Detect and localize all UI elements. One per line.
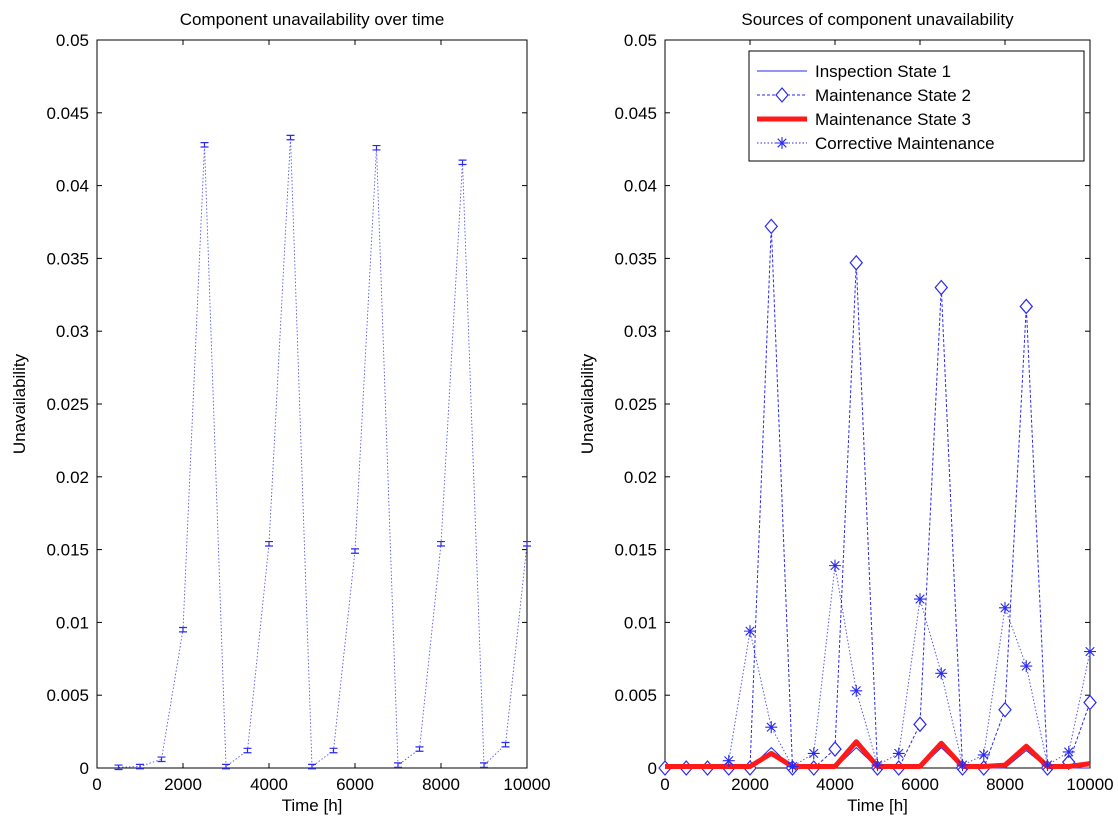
data-point-asterisk — [914, 593, 926, 606]
y-axis-label: Unavailability — [10, 353, 29, 454]
x-axis-label: Time [h] — [847, 796, 908, 815]
x-tick-label: 6000 — [336, 775, 374, 794]
x-tick-label: 8000 — [422, 775, 460, 794]
y-tick-label: 0.015 — [614, 541, 657, 560]
error-bar — [157, 756, 166, 763]
x-tick-label: 0 — [92, 775, 101, 794]
x-tick-label: 4000 — [816, 775, 854, 794]
error-bar — [458, 159, 467, 166]
data-point-asterisk — [1084, 645, 1096, 658]
legend-marker-diamond — [775, 87, 789, 103]
x-tick-label: 10000 — [1066, 775, 1113, 794]
x-tick-label: 4000 — [250, 775, 288, 794]
data-point-asterisk — [892, 747, 905, 760]
y-tick-label: 0.035 — [46, 249, 89, 268]
error-bar — [114, 764, 123, 771]
data-point-asterisk — [850, 684, 863, 697]
error-bar — [243, 747, 252, 754]
data-point-diamond — [913, 716, 927, 733]
data-point-asterisk — [999, 601, 1011, 614]
legend-label: Corrective Maintenance — [815, 134, 995, 153]
y-tick-label: 0.02 — [56, 468, 89, 487]
y-tick-label: 0.05 — [56, 31, 89, 50]
legend-label: Inspection State 1 — [815, 62, 951, 81]
error-bar — [394, 762, 402, 768]
data-point-diamond — [764, 218, 779, 235]
data-point-diamond — [934, 279, 949, 296]
y-tick-label: 0.025 — [614, 395, 657, 414]
legend-label: Maintenance State 3 — [815, 110, 971, 129]
error-bar — [480, 762, 488, 768]
y-tick-label: 0 — [648, 759, 657, 778]
y-tick-label: 0.015 — [46, 541, 89, 560]
error-bar — [329, 747, 338, 754]
data-point-asterisk — [956, 759, 969, 772]
error-bar — [351, 548, 359, 554]
data-point-asterisk — [722, 754, 735, 767]
left-chart-panel: 0 2000 4000 6000 8000 10000 0 0.005 0.01 0.015 0.0… — [10, 10, 551, 815]
data-point-asterisk — [1041, 759, 1054, 772]
data-point-asterisk — [1020, 660, 1033, 673]
x-tick-label: 0 — [660, 775, 669, 794]
error-bar — [200, 142, 209, 148]
data-point-asterisk — [807, 747, 820, 760]
x-tick-label: 2000 — [164, 775, 202, 794]
y-tick-label: 0.04 — [624, 177, 657, 196]
y-axis-label: Unavailability — [578, 353, 597, 454]
data-point-asterisk — [1062, 745, 1075, 758]
y-tick-label: 0.03 — [56, 322, 89, 341]
legend-marker-asterisk — [776, 137, 788, 149]
chart-title: Sources of component unavailability — [741, 10, 1014, 29]
data-point-asterisk — [977, 748, 990, 761]
error-bar — [308, 763, 316, 770]
x-axis-label: Time [h] — [282, 796, 343, 815]
data-point-diamond — [828, 741, 842, 757]
right-chart-panel: 0 2000 4000 6000 8000 10000 0 0.005 0.01 0.015 0.0… — [578, 10, 1114, 815]
x-tick-label: 2000 — [731, 775, 769, 794]
legend-label: Maintenance State 2 — [815, 86, 971, 105]
y-tick-label: 0.05 — [624, 31, 657, 50]
y-tick-label: 0.045 — [614, 104, 657, 123]
data-point-diamond — [998, 701, 1012, 718]
y-tick-label: 0.035 — [614, 249, 657, 268]
data-point-asterisk — [786, 760, 799, 773]
error-bar — [136, 763, 144, 770]
y-tick-label: 0.005 — [46, 686, 89, 705]
data-point-asterisk — [744, 625, 756, 638]
error-bar — [265, 540, 273, 547]
axes-box — [96, 39, 528, 769]
series-line-3 — [728, 565, 1091, 768]
data-point-diamond — [1019, 298, 1034, 315]
error-bar — [437, 540, 445, 547]
y-tick-label: 0.04 — [56, 177, 89, 196]
legend-box — [748, 50, 1085, 162]
x-tick-label: 10000 — [503, 775, 550, 794]
error-bar — [286, 134, 295, 141]
y-tick-label: 0.02 — [624, 468, 657, 487]
data-point-diamond — [849, 254, 864, 271]
x-tick-label: 6000 — [901, 775, 939, 794]
data-point-asterisk — [935, 667, 948, 680]
error-bar — [501, 741, 510, 748]
x-tick-label: 8000 — [986, 775, 1024, 794]
error-bar — [179, 626, 187, 633]
error-bar — [222, 763, 230, 770]
chart-title: Component unavailability over time — [180, 10, 445, 29]
y-tick-label: 0.01 — [624, 613, 657, 632]
y-tick-label: 0.025 — [46, 395, 89, 414]
y-tick-label: 0.03 — [624, 322, 657, 341]
error-bar — [523, 540, 531, 547]
y-tick-label: 0.01 — [56, 613, 89, 632]
data-point-asterisk — [871, 759, 884, 772]
data-point-diamond — [1083, 694, 1097, 711]
y-tick-label: 0.005 — [614, 686, 657, 705]
y-tick-label: 0.045 — [46, 104, 89, 123]
series-line-0 — [118, 137, 528, 768]
error-bar — [415, 746, 424, 752]
data-point-asterisk — [829, 559, 841, 572]
error-bar — [372, 144, 381, 151]
data-point-asterisk — [765, 721, 778, 734]
y-tick-label: 0 — [80, 759, 89, 778]
